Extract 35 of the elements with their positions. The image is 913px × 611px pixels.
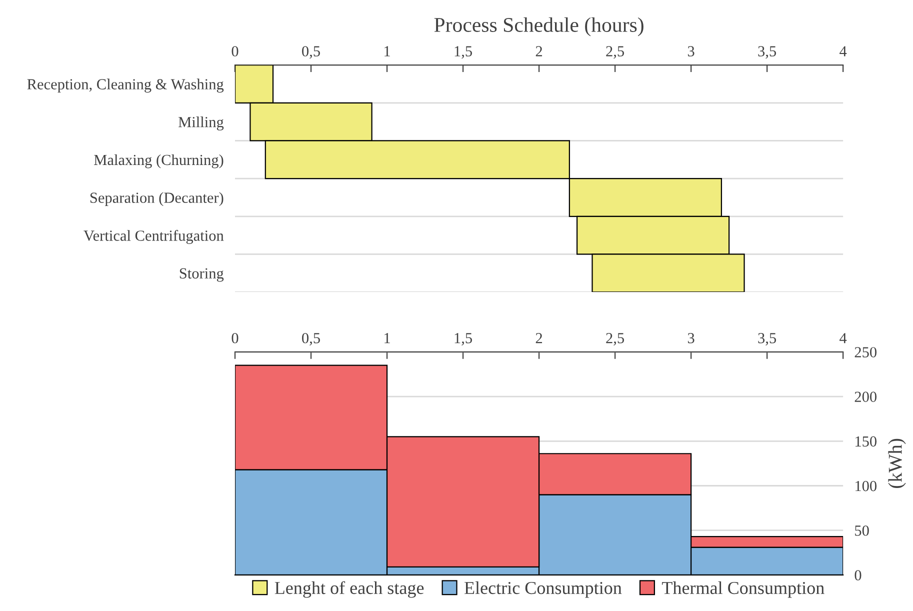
x-tick-label: 1,5 xyxy=(454,46,472,59)
y-tick-label: Storing xyxy=(180,268,224,282)
legend-label: Lenght of each stage xyxy=(274,581,424,598)
x-tick-label: 2 xyxy=(536,46,542,56)
y-tick-label: 0 xyxy=(854,570,862,580)
y-tick-label: 150 xyxy=(856,436,877,447)
x-tick-label: 3 xyxy=(688,46,694,56)
x-tick-label: 1,5 xyxy=(454,333,472,346)
y-tick-label: 50 xyxy=(855,525,869,536)
x-tick-label: 4 xyxy=(840,46,847,56)
x-tick-label: 4 xyxy=(840,333,847,344)
x-tick-label: 1 xyxy=(384,333,390,344)
y-tick-label: Milling xyxy=(178,116,224,130)
y-axis-title: (kWh) xyxy=(888,438,906,488)
x-tick-label: 0 xyxy=(232,46,238,56)
x-tick-label: 3,5 xyxy=(758,46,776,59)
x-tick-label: 2 xyxy=(536,333,542,344)
x-tick-label: 1 xyxy=(384,46,390,56)
y-tick-label: Malaxing (Churning) xyxy=(94,154,224,168)
x-tick-label: 2,5 xyxy=(606,46,624,59)
x-tick-label: 0 xyxy=(232,332,238,344)
y-tick-label: 250 xyxy=(854,347,877,358)
x-axis-title: Process Schedule (hours) xyxy=(434,17,644,36)
x-tick-label: 3 xyxy=(688,333,694,344)
y-tick-label: 200 xyxy=(854,392,877,402)
y-tick-label: 100 xyxy=(856,480,877,492)
legend-label: Thermal Consumption xyxy=(662,581,824,598)
x-tick-label: 2,5 xyxy=(606,333,624,346)
legend-label: Electric Consumption xyxy=(464,581,622,598)
x-tick-label: 0,5 xyxy=(302,332,320,346)
y-tick-label: Reception, Cleaning & Washing xyxy=(27,78,224,93)
y-tick-label: Separation (Decanter) xyxy=(90,192,224,206)
x-tick-label: 0,5 xyxy=(302,46,320,59)
x-tick-label: 3,5 xyxy=(758,333,776,346)
y-tick-label: Vertical Centrifugation xyxy=(84,230,224,244)
